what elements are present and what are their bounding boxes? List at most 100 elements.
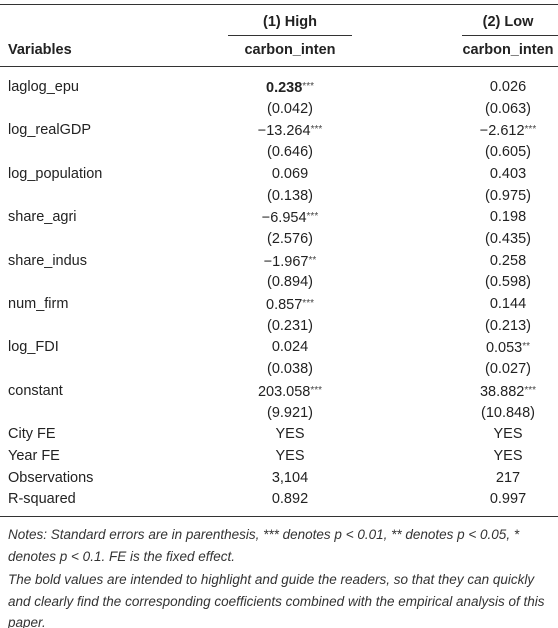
cell-value: 0.024	[271, 339, 309, 356]
cell: 0.403	[450, 164, 558, 184]
cell: YES	[450, 424, 558, 444]
cell: (0.598)	[450, 272, 558, 292]
cell-value: YES	[275, 447, 305, 464]
cell-value: 0.069	[271, 165, 309, 182]
cell-value: 0.892	[271, 491, 309, 508]
cell-value: (0.975)	[485, 187, 531, 204]
significance: ***	[306, 211, 319, 223]
row-label: Observations	[8, 469, 94, 486]
cell-value: (0.231)	[267, 317, 313, 334]
cell: (0.038)	[220, 359, 360, 379]
significance: ***	[302, 298, 314, 309]
cell-value: −13.264	[257, 123, 311, 140]
group-rule	[228, 35, 352, 36]
row-label: log_population	[8, 165, 103, 182]
cell-value: (0.042)	[267, 100, 313, 117]
cell-value: YES	[275, 426, 305, 443]
row-label: Year FE	[8, 447, 60, 464]
cell: (0.231)	[220, 316, 360, 336]
cell: 0.892	[220, 489, 360, 509]
cell-value: YES	[493, 426, 523, 443]
cell-value: (0.213)	[485, 317, 531, 334]
cell: (0.213)	[450, 316, 558, 336]
row-label: laglog_epu	[8, 79, 79, 95]
cell: 0.857***	[220, 294, 360, 315]
bottom-rule	[0, 516, 558, 517]
cell: −6.954***	[220, 207, 360, 228]
cell-value: (0.038)	[267, 361, 313, 378]
row-label: log_realGDP	[8, 122, 92, 139]
cell-value: (10.848)	[480, 404, 535, 421]
cell: (0.027)	[450, 359, 558, 379]
col-header: carbon_inten	[462, 42, 554, 58]
significance: ***	[524, 124, 537, 136]
significance: ***	[310, 124, 323, 136]
cell: 0.198	[450, 207, 558, 227]
cell: 3,104	[220, 468, 360, 488]
cell-value: 3,104	[271, 469, 309, 486]
cell-value: −1.967	[263, 253, 309, 270]
significance: ***	[310, 384, 323, 396]
note-text: The bold values are intended to highligh…	[8, 572, 545, 628]
cell-value: (2.576)	[267, 230, 313, 247]
cell: 0.144	[450, 294, 558, 314]
top-rule	[0, 4, 558, 5]
cell-value: (0.894)	[267, 274, 313, 291]
cell: (10.848)	[450, 403, 558, 423]
cell-value: −2.612	[479, 123, 525, 140]
row-label: share_indus	[8, 252, 87, 269]
cell: −1.967**	[220, 251, 360, 272]
cell: 0.258	[450, 251, 558, 271]
cell: −2.612***	[450, 120, 558, 141]
cell: 0.069	[220, 164, 360, 184]
cell: (0.063)	[450, 99, 558, 119]
cell: 0.053**	[450, 337, 558, 358]
cell: −13.264***	[220, 120, 360, 141]
var-header: Variables	[8, 42, 72, 58]
group-rule	[462, 35, 558, 36]
cell-value: 0.026	[489, 79, 527, 95]
cell: (0.605)	[450, 142, 558, 162]
cell-value: 0.857	[266, 297, 303, 313]
cell: (0.138)	[220, 186, 360, 206]
cell-value: −6.954	[261, 210, 307, 227]
significance: **	[522, 341, 531, 353]
cell: 0.024	[220, 337, 360, 357]
cell-value: (0.646)	[267, 144, 313, 161]
group-header: (2) Low	[482, 14, 534, 30]
significance: ***	[524, 384, 537, 396]
cell-value: 203.058	[257, 383, 311, 400]
cell-value: 0.238	[266, 80, 303, 96]
row-label: num_firm	[8, 296, 69, 312]
cell-value: 217	[495, 469, 521, 486]
cell: 0.026	[450, 77, 558, 97]
cell-value: (0.063)	[485, 100, 531, 117]
cell-value: 0.198	[489, 209, 527, 226]
header-rule	[0, 66, 558, 67]
cell-value: (0.027)	[485, 361, 531, 378]
cell: (0.894)	[220, 272, 360, 292]
cell-value: 0.258	[489, 252, 527, 269]
cell: (9.921)	[220, 403, 360, 423]
cell: (0.042)	[220, 99, 360, 119]
cell-value: 38.882	[479, 383, 525, 400]
cell-value: 0.403	[489, 165, 527, 182]
row-label: R-squared	[8, 491, 76, 508]
cell: 0.238***	[220, 77, 360, 98]
cell: YES	[450, 446, 558, 466]
cell-value: 0.144	[489, 296, 527, 312]
cell: 38.882***	[450, 381, 558, 402]
cell-value: 0.053	[485, 340, 523, 357]
cell-value: (0.598)	[485, 274, 531, 291]
cell: (0.435)	[450, 229, 558, 249]
cell-value: (0.435)	[485, 230, 531, 247]
cell-value: 0.997	[489, 491, 527, 508]
cell-value: (0.138)	[267, 187, 313, 204]
cell: (0.975)	[450, 186, 558, 206]
row-label: log_FDI	[8, 339, 59, 356]
cell-value: YES	[493, 447, 523, 464]
col-header: carbon_inten	[244, 42, 336, 58]
cell-value: (9.921)	[267, 404, 313, 421]
significance: ***	[302, 81, 314, 92]
